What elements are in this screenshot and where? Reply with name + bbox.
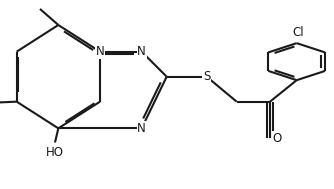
Text: O: O <box>273 132 282 145</box>
Text: N: N <box>137 45 146 58</box>
Text: Cl: Cl <box>293 26 304 39</box>
Text: N: N <box>137 122 146 135</box>
Text: HO: HO <box>46 146 64 159</box>
Text: N: N <box>96 45 104 58</box>
Text: S: S <box>203 70 210 83</box>
